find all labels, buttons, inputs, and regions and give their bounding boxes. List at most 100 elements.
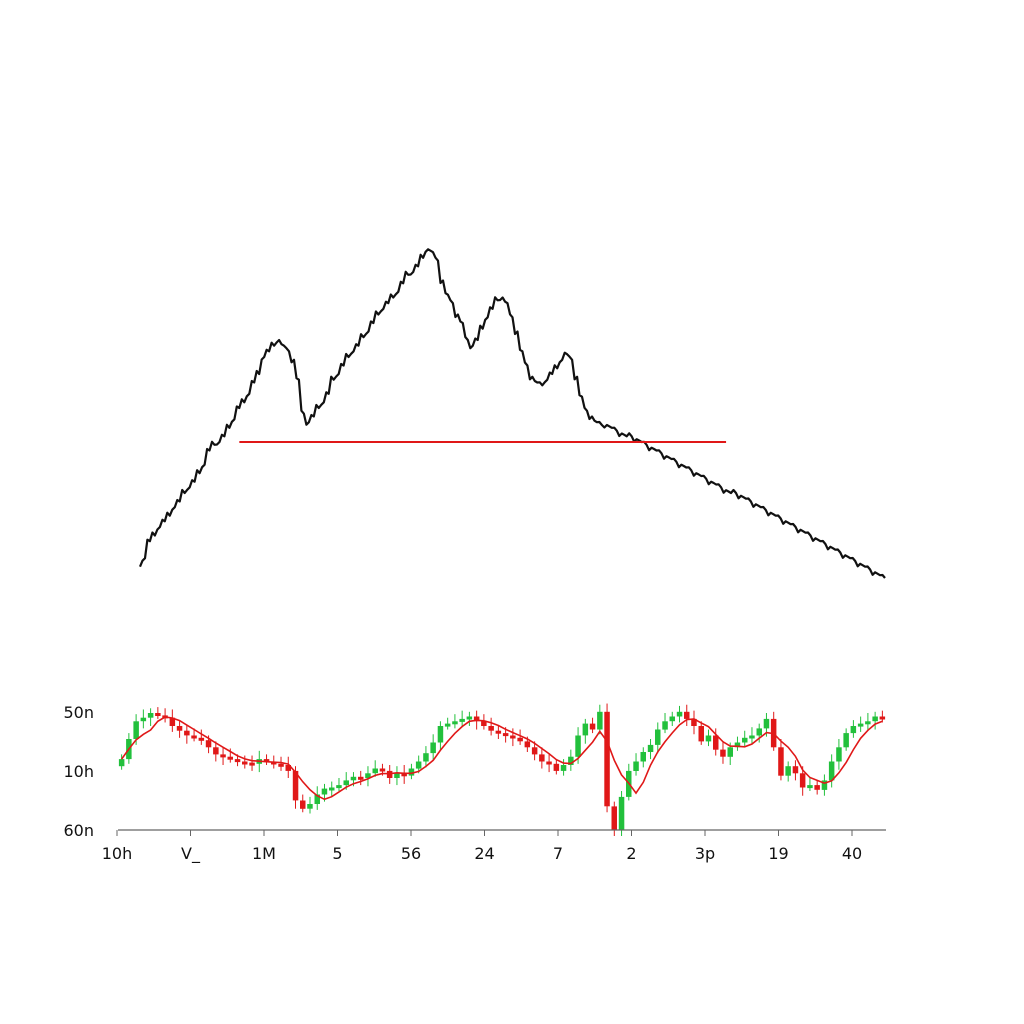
candle-up — [662, 721, 668, 730]
candle-up — [763, 718, 770, 729]
x-tick-label: 7 — [553, 844, 563, 863]
candle-up — [727, 747, 733, 757]
candle-up — [329, 787, 335, 791]
candle-down — [292, 770, 299, 801]
candle-down — [401, 773, 407, 777]
price-series-line — [138, 248, 886, 579]
candle-up — [655, 729, 661, 745]
candle-down — [198, 737, 205, 741]
candle-down — [778, 747, 784, 776]
candle-up — [365, 773, 371, 778]
candle-up — [633, 761, 639, 771]
candle-down — [358, 776, 364, 780]
candle-down — [814, 785, 820, 790]
candle-up — [647, 744, 654, 752]
candle-up — [314, 794, 320, 804]
candle-down — [184, 730, 190, 736]
x-tick-label: 10h — [102, 844, 133, 863]
candle-down — [879, 716, 886, 720]
candle-up — [821, 780, 828, 790]
candle-down — [300, 800, 306, 809]
candle-down — [546, 761, 552, 765]
candle-up — [828, 761, 835, 781]
candle-down — [539, 754, 545, 762]
candle-down — [176, 726, 183, 731]
candle-down — [611, 806, 617, 830]
candle-up — [865, 721, 871, 725]
candle-down — [271, 761, 277, 765]
candle-down — [531, 747, 538, 755]
candle-down — [502, 733, 509, 737]
candle-down — [481, 721, 487, 726]
candle-down — [799, 773, 806, 788]
candle-up — [560, 765, 567, 771]
moving-average-line — [120, 716, 883, 801]
candle-up — [749, 735, 755, 739]
y-axis-ticks: 50n 10h 60n — [64, 703, 95, 840]
candle-up — [669, 716, 675, 722]
candle-up — [452, 721, 458, 725]
candle-up — [676, 711, 683, 717]
y-tick-label: 10h — [64, 762, 95, 781]
candle-up — [321, 788, 328, 795]
price-line-panel — [138, 248, 886, 579]
candle-up — [872, 716, 878, 722]
candle-up — [350, 776, 357, 781]
y-tick-label: 60n — [64, 821, 95, 840]
candle-up — [843, 733, 849, 748]
candle-up — [734, 742, 741, 748]
candle-up — [140, 717, 147, 722]
x-tick-label: 56 — [401, 844, 421, 863]
candle-up — [618, 796, 625, 830]
candle-down — [249, 762, 255, 766]
x-tick-label: 3p — [695, 844, 715, 863]
candle-up — [640, 752, 646, 762]
candle-up — [742, 737, 748, 743]
candle-down — [191, 735, 197, 739]
candle-up — [430, 742, 436, 754]
candle-down — [488, 726, 494, 731]
x-tick-label: 5 — [332, 844, 342, 863]
candle-down — [263, 759, 270, 763]
x-tick-label: 19 — [768, 844, 788, 863]
candle-up — [850, 726, 857, 734]
candle-up — [336, 785, 342, 789]
candle-up — [437, 726, 444, 743]
candle-up — [568, 756, 574, 765]
candle-down — [720, 749, 726, 757]
candle-down — [278, 763, 284, 767]
candle-down — [604, 711, 610, 807]
candle-down — [713, 735, 719, 750]
x-tick-label: 2 — [626, 844, 636, 863]
candle-down — [242, 761, 248, 765]
candle-up — [118, 759, 125, 767]
x-tick-label: 1M — [252, 844, 276, 863]
candle-down — [517, 737, 523, 742]
candle-up — [415, 761, 422, 769]
candle-down — [379, 768, 386, 772]
candle-up — [857, 723, 864, 727]
candle-up — [756, 728, 762, 736]
candle-up — [459, 718, 465, 722]
candle-up — [836, 747, 842, 762]
candlestick-panel: 10h V_ 1M 5 56 24 7 2 3p 19 40 50n 10h 60n — [64, 703, 886, 864]
y-tick-label: 50n — [64, 703, 95, 722]
candle-up — [372, 768, 378, 774]
candle-down — [213, 747, 219, 755]
candle-up — [785, 766, 791, 776]
candle-down — [473, 716, 480, 722]
candle-down — [691, 718, 697, 726]
candle-up — [575, 735, 581, 757]
candle-up — [147, 713, 154, 718]
candle-up — [705, 735, 712, 742]
candle-up — [394, 773, 400, 778]
candle-down — [155, 713, 161, 716]
candle-down — [510, 735, 516, 739]
candle-up — [343, 780, 349, 786]
candle-up — [597, 711, 603, 730]
candle-up — [582, 723, 589, 736]
candle-down — [792, 766, 799, 774]
candle-up — [408, 768, 415, 776]
